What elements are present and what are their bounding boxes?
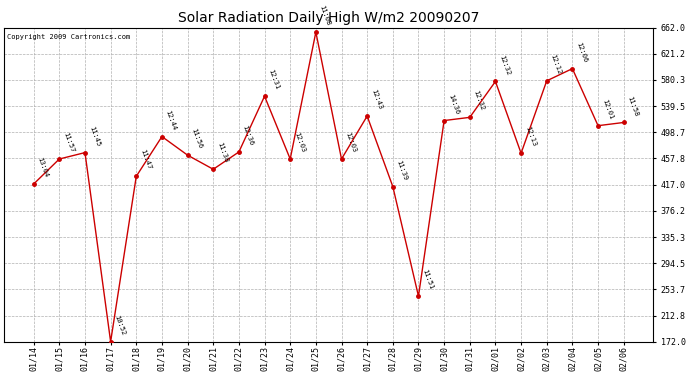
Text: 11:58: 11:58	[627, 95, 640, 117]
Text: 12:32: 12:32	[498, 54, 511, 76]
Text: 12:03: 12:03	[344, 131, 357, 153]
Text: 11:45: 11:45	[88, 125, 101, 147]
Text: 12:44: 12:44	[165, 109, 177, 131]
Text: 12:31: 12:31	[267, 69, 280, 91]
Text: 12:03: 12:03	[293, 131, 306, 153]
Text: 12:43: 12:43	[370, 88, 383, 111]
Text: 11:51: 11:51	[421, 268, 434, 291]
Text: 12:32: 12:32	[473, 90, 486, 112]
Text: 10:52: 10:52	[113, 314, 126, 336]
Text: Copyright 2009 Cartronics.com: Copyright 2009 Cartronics.com	[8, 34, 130, 40]
Text: 11:39: 11:39	[395, 159, 408, 181]
Text: 14:36: 14:36	[447, 93, 460, 115]
Text: 12:36: 12:36	[241, 124, 255, 146]
Text: 11:57: 11:57	[62, 131, 75, 153]
Title: Solar Radiation Daily High W/m2 20090207: Solar Radiation Daily High W/m2 20090207	[178, 11, 480, 25]
Text: 12:01: 12:01	[601, 98, 613, 120]
Text: 11:56: 11:56	[190, 128, 204, 150]
Text: 11:38: 11:38	[216, 142, 229, 164]
Text: 12:06: 12:06	[575, 41, 588, 63]
Text: 13:04: 13:04	[37, 156, 50, 178]
Text: 12:12: 12:12	[549, 53, 562, 75]
Text: 11:47: 11:47	[139, 149, 152, 171]
Text: 12:13: 12:13	[524, 126, 537, 148]
Text: 11:08: 11:08	[319, 4, 331, 27]
